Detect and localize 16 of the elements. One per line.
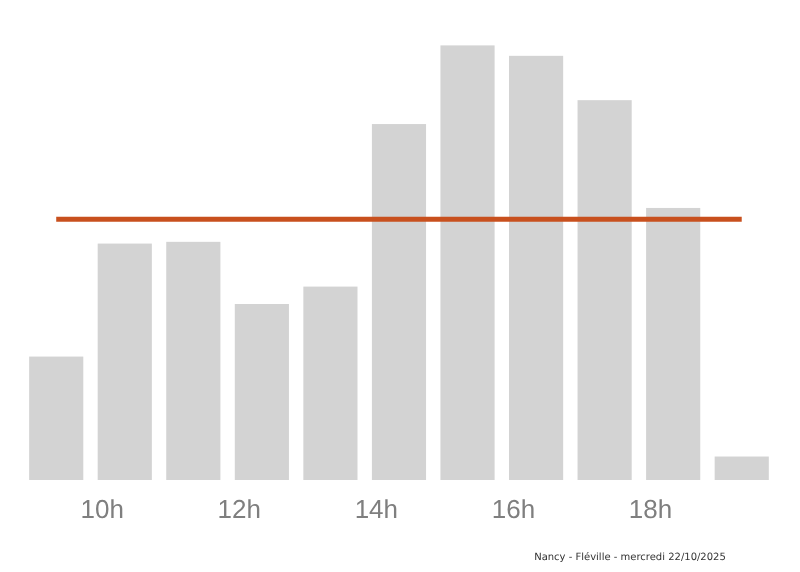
bar bbox=[234, 303, 289, 480]
x-tick-label: 16h bbox=[491, 494, 536, 525]
bar bbox=[646, 207, 701, 480]
bar bbox=[29, 356, 84, 480]
bar bbox=[440, 45, 495, 480]
bar bbox=[714, 456, 769, 480]
x-tick-label: 18h bbox=[628, 494, 673, 525]
bar bbox=[577, 100, 632, 480]
x-tick-label: 12h bbox=[217, 494, 261, 525]
bar bbox=[509, 55, 564, 480]
x-tick-label: 10h bbox=[80, 494, 124, 525]
bar bbox=[97, 243, 152, 480]
x-tick-label: 14h bbox=[354, 494, 399, 525]
bar bbox=[371, 124, 427, 480]
bar bbox=[303, 286, 358, 480]
bar bbox=[166, 241, 221, 480]
